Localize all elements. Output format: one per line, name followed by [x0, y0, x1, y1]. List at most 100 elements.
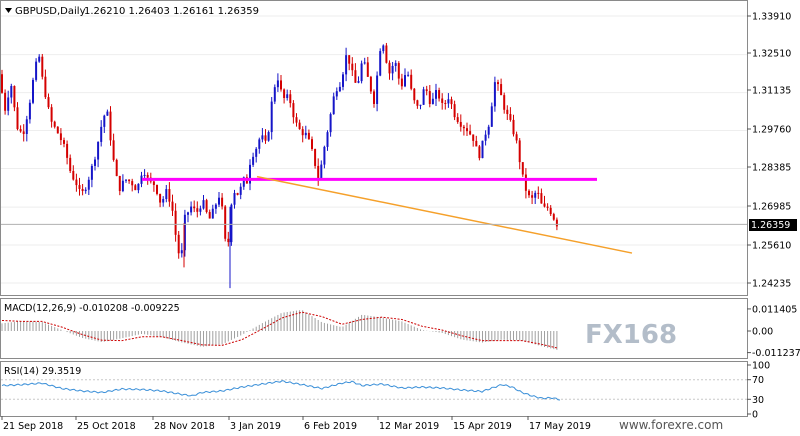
- candle-body: [478, 146, 481, 159]
- candle-body: [81, 188, 84, 192]
- candle-body: [94, 159, 96, 166]
- candle-body: [211, 208, 214, 219]
- candle-body: [444, 102, 447, 104]
- candle-body: [69, 157, 72, 171]
- watermark-logo: FX168: [585, 320, 677, 350]
- candle-body: [379, 51, 382, 76]
- candle-body: [1, 74, 3, 93]
- candle-body: [450, 99, 453, 105]
- candle-body: [292, 103, 295, 118]
- candle-body: [10, 85, 13, 98]
- candle-body: [363, 62, 366, 64]
- candle-body: [345, 55, 348, 75]
- candle-body: [249, 164, 251, 184]
- candle-body: [75, 179, 78, 186]
- candle-body: [549, 207, 552, 215]
- candle-body: [121, 180, 124, 192]
- candle-body: [87, 179, 90, 190]
- ohlc-values: 1.26210 1.26403 1.26161 1.26359: [84, 6, 259, 17]
- candle-body: [233, 193, 236, 205]
- candle-body: [317, 165, 320, 180]
- candle-body: [515, 134, 518, 141]
- candle-body: [298, 122, 301, 130]
- candle-body: [552, 214, 555, 220]
- candle-body: [270, 101, 273, 133]
- candle-body: [503, 95, 506, 110]
- price-tick: 1.28385: [752, 163, 791, 174]
- candle-body: [230, 204, 233, 243]
- dropdown-arrow-icon[interactable]: [5, 8, 12, 13]
- candle-body: [326, 132, 329, 147]
- candle-body: [497, 82, 499, 85]
- symbol-label: GBPUSD,Daily: [15, 6, 86, 17]
- candle-body: [512, 119, 515, 135]
- candle-body: [400, 78, 403, 87]
- candle-body: [534, 192, 537, 198]
- price-tick: 1.25610: [752, 241, 791, 252]
- candle-body: [407, 74, 410, 76]
- candle-body: [131, 181, 134, 186]
- candle-body: [373, 91, 375, 104]
- candle-body: [506, 109, 509, 115]
- candle-body: [385, 45, 388, 63]
- candle-body: [66, 143, 69, 158]
- candle-body: [187, 212, 189, 215]
- candle-body: [422, 89, 425, 105]
- candle-body: [314, 149, 317, 166]
- candle-body: [180, 250, 183, 254]
- price-tick: 1.31135: [752, 86, 791, 97]
- candle-body: [416, 100, 419, 106]
- candle-body: [472, 134, 475, 141]
- current-price-tag: [749, 219, 797, 231]
- candle-body: [425, 89, 428, 92]
- candle-body: [84, 189, 87, 192]
- candle-body: [146, 174, 149, 178]
- candle-body: [224, 206, 227, 239]
- candle-body: [531, 195, 534, 198]
- candle-body: [267, 132, 270, 141]
- candle-body: [134, 185, 137, 191]
- rsi-line: [1, 380, 561, 401]
- price-panel[interactable]: [0, 0, 748, 296]
- rsi-tick: 30: [752, 395, 764, 406]
- candle-body: [462, 126, 465, 129]
- current-price-text: 1.26359: [751, 220, 790, 231]
- candle-body: [481, 140, 484, 159]
- candle-body: [196, 208, 199, 212]
- price-tick: 1.32510: [752, 49, 791, 60]
- candle-body: [475, 140, 478, 147]
- candle-body: [280, 80, 282, 90]
- candle-body: [283, 89, 286, 98]
- price-axis[interactable]: 1.33910 1.32510 1.31135 1.29760 1.28385 1.269…: [747, 12, 791, 290]
- macd-signal-line: [1, 311, 559, 349]
- candle-body: [484, 134, 487, 141]
- candle-body: [109, 111, 112, 141]
- time-tick: 12 Mar 2019: [379, 421, 439, 432]
- candle-body: [202, 200, 205, 209]
- candle-body: [115, 159, 118, 176]
- candle-body: [13, 85, 16, 108]
- candle-body: [351, 63, 354, 71]
- rsi-tick: 100: [752, 361, 770, 372]
- trendline[interactable]: [256, 175, 633, 254]
- price-tick: 1.24235: [752, 279, 791, 290]
- candle-body: [528, 190, 530, 196]
- candle-body: [19, 129, 22, 132]
- candle-body: [518, 140, 521, 163]
- candle-body: [28, 102, 31, 120]
- candle-body: [239, 186, 242, 195]
- price-tick: 1.26985: [752, 202, 791, 213]
- candle-body: [419, 104, 422, 106]
- candle-body: [35, 61, 38, 80]
- candle-body: [255, 148, 258, 157]
- candle-body: [366, 62, 369, 77]
- candle-body: [7, 97, 10, 111]
- rsi-axis: 100 70 30 0: [747, 361, 770, 421]
- candle-body: [140, 175, 143, 184]
- candle-body: [521, 162, 524, 175]
- rsi-panel[interactable]: [0, 361, 748, 417]
- candle-body: [156, 185, 158, 194]
- rsi-levels: [1, 379, 747, 400]
- candle-body: [413, 88, 416, 101]
